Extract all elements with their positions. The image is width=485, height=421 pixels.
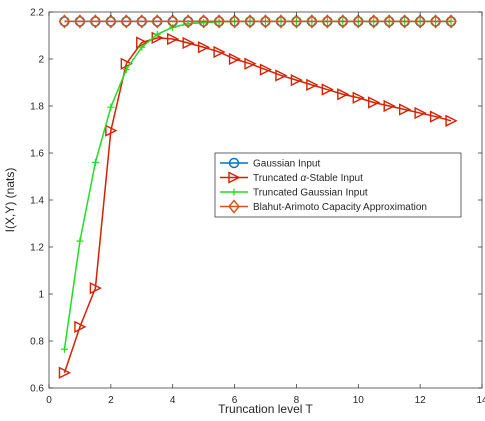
data-point [367, 14, 380, 29]
data-point [368, 96, 381, 109]
data-point [259, 14, 272, 29]
y-tick-label: 0.8 [30, 337, 44, 348]
data-point [321, 83, 334, 96]
data-point [305, 14, 318, 29]
series-triangle-right [58, 31, 458, 379]
legend-item: Truncated α-Stable Input [220, 171, 363, 184]
data-point [228, 14, 241, 29]
data-point [197, 41, 211, 54]
data-point [306, 78, 319, 91]
data-point [228, 199, 240, 214]
data-point [414, 106, 427, 120]
y-tick-label: 1.2 [30, 243, 44, 254]
data-point [60, 345, 68, 353]
data-point [244, 57, 257, 70]
data-point [153, 30, 161, 38]
x-tick-label: 8 [294, 395, 300, 406]
data-point [275, 14, 287, 29]
y-tick-label: 0.6 [30, 384, 44, 395]
data-point [414, 14, 427, 29]
data-point [213, 14, 226, 29]
x-tick-label: 0 [46, 395, 52, 406]
data-point [200, 19, 208, 27]
legend-item: Truncated Gaussian Input [220, 188, 368, 199]
x-tick-label: 10 [353, 395, 365, 406]
data-point [74, 14, 86, 29]
data-point [398, 14, 411, 29]
series-diamond [58, 14, 457, 29]
y-tick-label: 1.4 [30, 196, 44, 207]
data-point [151, 14, 164, 29]
data-point [383, 14, 396, 29]
x-axis-label: Truncation level T [218, 402, 313, 416]
legend: Gaussian Input Truncated α-Stable Input Tr… [214, 152, 462, 218]
y-axis-label: I(X,Y) (nats) [3, 168, 17, 233]
data-point [228, 157, 240, 169]
data-point [445, 14, 457, 29]
data-point [120, 14, 133, 29]
data-point [259, 63, 273, 76]
data-point [89, 14, 102, 29]
x-tick-label: 12 [415, 395, 427, 406]
data-point [244, 14, 256, 29]
x-tick-label: 6 [232, 395, 238, 406]
data-point [58, 366, 72, 379]
data-point [104, 14, 117, 29]
legend-label: Blahut-Arimoto Capacity Approximation [253, 202, 427, 213]
series-layer [58, 14, 458, 379]
data-point [275, 69, 288, 82]
data-point [383, 99, 396, 113]
data-point [182, 36, 195, 50]
data-point [429, 110, 443, 123]
y-tick-label: 1 [38, 290, 44, 301]
data-point [337, 88, 350, 101]
data-point [107, 103, 115, 111]
x-tick-label: 4 [170, 395, 176, 406]
y-tick-label: 1.6 [30, 149, 44, 160]
data-point [429, 14, 442, 29]
data-point [105, 124, 118, 137]
x-tick-label: 2 [108, 395, 114, 406]
data-point [228, 52, 242, 66]
data-point [230, 188, 238, 196]
data-point [321, 14, 334, 29]
x-tick-label: 14 [476, 395, 485, 406]
data-point [167, 32, 180, 46]
data-point [182, 14, 195, 29]
data-point [74, 320, 87, 334]
legend-label: Truncated Gaussian Input [253, 188, 368, 199]
legend-label: Gaussian Input [253, 159, 320, 170]
data-point [138, 43, 146, 51]
data-point [398, 103, 412, 116]
legend-box [214, 152, 462, 218]
data-point [197, 14, 210, 29]
axes-layer: 0 2 4 6 8 10 12 14 0.6 0.8 1 1.2 1.4 1.6 1.8 2 2.2 [30, 8, 485, 407]
data-point [76, 237, 84, 245]
y-tick-label: 2 [38, 55, 44, 66]
series-line [63, 37, 452, 373]
data-point [89, 281, 102, 295]
data-point [445, 114, 458, 127]
data-point [336, 14, 349, 29]
data-point [213, 45, 226, 59]
data-point [290, 14, 303, 29]
legend-item: Gaussian Input [220, 157, 320, 170]
data-point [135, 14, 148, 29]
data-point [58, 14, 71, 29]
data-point [352, 91, 365, 104]
y-tick-label: 2.2 [30, 8, 44, 19]
data-point [352, 14, 365, 29]
data-point [166, 14, 179, 29]
data-point [122, 66, 130, 74]
data-point [228, 171, 241, 184]
data-point [91, 158, 99, 166]
y-tick-label: 1.8 [30, 102, 44, 113]
legend-label: Truncated α-Stable Input [253, 173, 363, 184]
legend-item: Blahut-Arimoto Capacity Approximation [220, 199, 427, 214]
data-point [290, 74, 303, 87]
